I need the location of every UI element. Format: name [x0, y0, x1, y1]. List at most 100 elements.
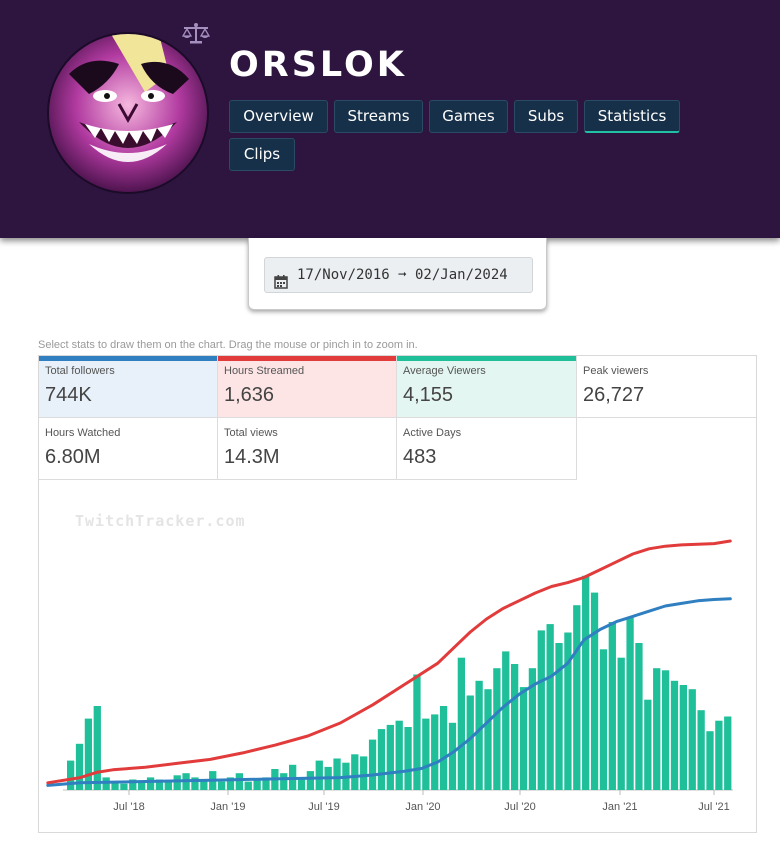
avg-viewers-bar: [493, 668, 501, 790]
avg-viewers-bar: [724, 716, 732, 790]
avg-viewers-bar: [333, 758, 341, 790]
avg-viewers-bar: [528, 668, 537, 790]
avg-viewers-bar: [306, 771, 315, 790]
stat-value: 483: [403, 446, 437, 468]
avg-viewers-bar: [564, 632, 572, 790]
avg-viewers-bar: [431, 714, 439, 790]
avg-viewers-bar: [546, 624, 554, 790]
tab-subs[interactable]: Subs: [514, 100, 578, 133]
tab-clips[interactable]: Clips: [229, 138, 295, 171]
stat-label: Hours Watched: [45, 427, 121, 439]
date-range-picker[interactable]: 17/Nov/2016 ➞ 02/Jan/2024: [264, 257, 533, 293]
watermark: TwitchTracker.com: [75, 512, 246, 530]
avg-viewers-bar: [280, 773, 288, 790]
tab-overview[interactable]: Overview: [229, 100, 328, 133]
channel-name: ORSLOK: [229, 45, 407, 85]
avg-viewers-bar: [617, 657, 625, 790]
tab-streams[interactable]: Streams: [334, 100, 423, 133]
avg-viewers-bar: [386, 724, 394, 790]
avg-viewers-bar: [315, 760, 323, 790]
avg-viewers-bar: [555, 643, 563, 790]
x-tick-label: Jul '19: [308, 801, 339, 813]
stat-value: 26,727: [583, 384, 645, 406]
avg-viewers-bar: [502, 651, 510, 790]
avg-viewers-bar: [661, 670, 670, 790]
avg-viewers-bar: [448, 722, 457, 790]
avg-viewers-bar: [608, 622, 616, 790]
avg-viewers-bar: [475, 680, 483, 790]
avg-viewers-bar: [537, 630, 545, 790]
avg-viewers-bar: [244, 781, 252, 790]
stat-label: Active Days: [403, 427, 462, 439]
avg-viewers-bar: [688, 689, 696, 790]
stat-value: 6.80M: [45, 446, 101, 468]
avg-viewers-bar: [573, 605, 581, 790]
avg-viewers-bar: [129, 779, 137, 790]
x-tick-label: Jan '19: [210, 801, 245, 813]
avg-viewers-bar: [404, 727, 412, 790]
followers-line: [46, 597, 732, 787]
avg-viewers-bar: [253, 779, 261, 790]
stats-chart[interactable]: Jul '18 Jan '19 Jul '19 Jan '20 Jul '20 Jan '…: [39, 480, 756, 832]
stat-hours-watched[interactable]: Hours Watched 6.80M: [39, 418, 218, 480]
date-range-card: 17/Nov/2016 ➞ 02/Jan/2024: [248, 238, 547, 310]
stat-label: Average Viewers: [403, 365, 486, 377]
stat-label: Total followers: [45, 365, 115, 377]
avg-viewers-bar: [226, 777, 235, 790]
avg-viewers-bar: [519, 687, 528, 790]
avg-viewers-bar: [155, 779, 164, 790]
stat-color-bar: [218, 356, 396, 361]
avg-viewers-bar: [93, 706, 101, 790]
hours-streamed-line: [46, 539, 732, 785]
stat-color-bar: [397, 356, 576, 361]
tab-games[interactable]: Games: [429, 100, 508, 133]
avg-viewers-bar: [262, 777, 270, 790]
scale-icon[interactable]: [181, 22, 211, 46]
stat-hours-streamed[interactable]: Hours Streamed 1,636: [218, 356, 397, 418]
avg-viewers-bar: [235, 773, 243, 790]
stat-total-followers[interactable]: Total followers 744K: [39, 356, 218, 418]
x-tick-label: Jul '18: [113, 801, 144, 813]
avg-viewers-bar: [173, 775, 181, 790]
avg-viewers-bar: [351, 754, 359, 790]
avg-viewers-bar: [368, 739, 377, 790]
stat-total-views[interactable]: Total views 14.3M: [218, 418, 397, 480]
avatar[interactable]: [47, 32, 209, 194]
avg-viewers-bar: [360, 756, 368, 790]
avg-viewers-bar: [395, 720, 403, 790]
avg-viewers-bar: [706, 731, 714, 790]
avg-viewers-bar: [297, 777, 306, 790]
avg-viewers-bar: [466, 695, 474, 790]
channel-header: ORSLOK Overview Streams Games Subs Stati…: [0, 0, 780, 238]
date-range-text: 17/Nov/2016 ➞ 02/Jan/2024: [297, 267, 508, 283]
avg-viewers-bar: [697, 710, 705, 790]
avg-viewers-bar: [200, 779, 208, 790]
avg-viewers-bar: [626, 617, 634, 790]
avg-viewers-bar: [582, 575, 590, 790]
stat-peak-viewers[interactable]: Peak viewers 26,727: [577, 356, 756, 418]
tab-statistics[interactable]: Statistics: [584, 100, 680, 133]
x-tick-label: Jul '21: [698, 801, 729, 813]
avg-viewers-bar: [217, 781, 226, 790]
avg-viewers-bar: [457, 657, 465, 790]
stat-color-bar: [39, 356, 217, 361]
avg-viewers-bar: [191, 777, 199, 790]
avg-viewers-bar: [120, 783, 128, 790]
stat-average-viewers[interactable]: Average Viewers 4,155: [397, 356, 577, 418]
avg-viewers-bar: [635, 643, 643, 790]
avg-viewers-bar: [422, 718, 430, 790]
calendar-icon: [274, 268, 288, 289]
stat-label: Total views: [224, 427, 278, 439]
x-tick-label: Jan '20: [405, 801, 440, 813]
stat-label: Hours Streamed: [224, 365, 305, 377]
avg-viewers-bar: [67, 760, 75, 790]
stat-label: Peak viewers: [583, 365, 649, 377]
avg-viewers-bar: [599, 649, 608, 790]
avg-viewers-bar: [439, 706, 448, 790]
avg-viewers-bar: [75, 743, 84, 790]
avg-viewers-bar: [590, 592, 599, 790]
avg-viewers-bar: [138, 781, 146, 790]
stat-active-days[interactable]: Active Days 483: [397, 418, 577, 480]
stat-value: 4,155: [403, 384, 454, 406]
stat-value: 14.3M: [224, 446, 280, 468]
